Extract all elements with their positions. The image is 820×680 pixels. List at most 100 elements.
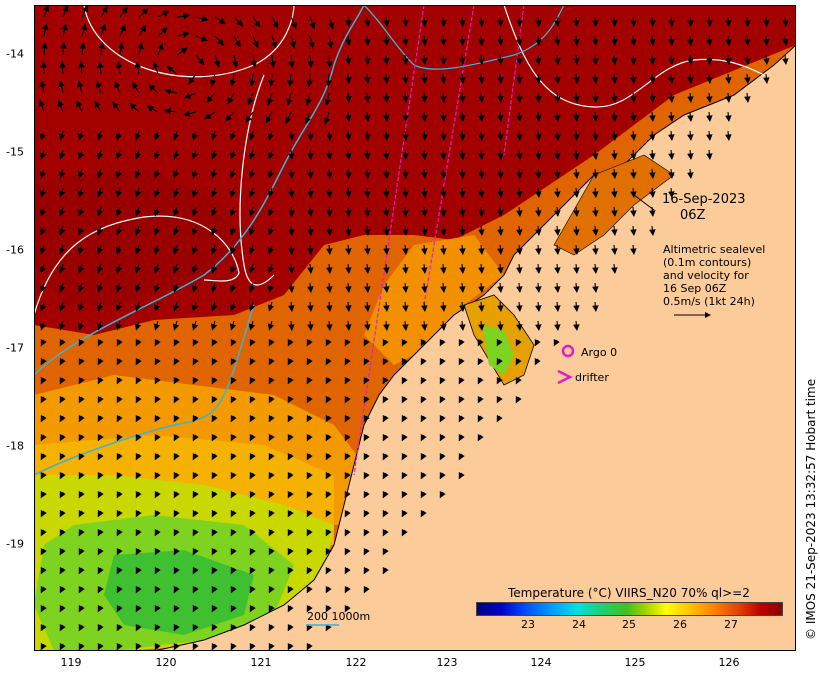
- velocity-arrow: [592, 282, 599, 294]
- velocity-arrow: [97, 338, 104, 347]
- velocity-arrow: [211, 452, 218, 461]
- x-tick-label: 120: [155, 656, 177, 669]
- velocity-arrow: [344, 509, 351, 518]
- velocity-arrow: [248, 301, 256, 312]
- velocity-arrow: [477, 433, 484, 442]
- velocity-arrow: [135, 376, 142, 385]
- velocity-arrow: [266, 92, 274, 106]
- velocity-arrow: [267, 301, 275, 312]
- velocity-arrow: [248, 149, 256, 160]
- velocity-arrow: [535, 263, 542, 275]
- velocity-arrow: [97, 623, 104, 632]
- altimetry-line: 16 Sep 06Z: [663, 282, 727, 295]
- velocity-arrow: [744, 73, 751, 85]
- velocity-arrow: [458, 376, 465, 385]
- velocity-arrow: [420, 509, 427, 518]
- velocity-arrow: [516, 92, 523, 104]
- velocity-arrow: [210, 244, 218, 255]
- velocity-arrow: [95, 80, 103, 94]
- colorbar-title: Temperature (°C) VIIRS_N20 70% ql>=2: [508, 586, 750, 600]
- velocity-arrow: [271, 16, 279, 29]
- velocity-arrow: [230, 338, 237, 347]
- velocity-arrow: [249, 490, 256, 499]
- velocity-arrow: [535, 73, 542, 85]
- velocity-arrow: [345, 73, 352, 85]
- velocity-arrow: [345, 244, 352, 256]
- velocity-arrow: [478, 187, 485, 199]
- velocity-arrow: [364, 206, 371, 218]
- altimetry-line: (0.1m contours): [663, 256, 752, 269]
- velocity-arrow: [516, 73, 523, 85]
- velocity-arrow: [229, 168, 237, 179]
- velocity-arrow: [40, 395, 47, 404]
- velocity-arrow: [211, 357, 218, 366]
- velocity-arrow: [325, 73, 332, 88]
- x-tick-label: 126: [718, 656, 740, 669]
- velocity-arrow: [96, 301, 104, 312]
- velocity-arrow: [192, 452, 199, 461]
- velocity-arrow: [38, 99, 46, 113]
- velocity-arrow: [535, 35, 542, 47]
- velocity-arrow: [191, 244, 199, 255]
- velocity-arrow: [630, 92, 637, 104]
- velocity-arrow: [573, 54, 580, 66]
- velocity-arrow: [402, 263, 409, 275]
- velocity-arrow: [134, 282, 142, 293]
- velocity-arrow: [153, 168, 161, 179]
- velocity-arrow: [611, 35, 618, 47]
- velocity-arrow: [630, 168, 637, 180]
- x-tick-label: 122: [345, 656, 367, 669]
- velocity-arrow: [554, 54, 561, 66]
- velocity-arrow: [135, 509, 142, 518]
- velocity-arrow: [439, 338, 446, 347]
- velocity-arrow: [363, 585, 370, 594]
- velocity-arrow: [363, 547, 370, 556]
- velocity-arrow: [326, 149, 333, 161]
- velocity-arrow: [535, 54, 542, 66]
- velocity-arrow: [534, 357, 541, 366]
- velocity-arrow: [630, 111, 637, 123]
- velocity-arrow: [497, 206, 504, 218]
- velocity-arrow: [137, 42, 144, 56]
- velocity-arrow: [268, 566, 275, 575]
- velocity-arrow: [344, 547, 351, 556]
- velocity-arrow: [229, 320, 237, 331]
- velocity-arrow: [154, 452, 161, 461]
- velocity-arrow: [249, 452, 256, 461]
- velocity-arrow: [706, 35, 713, 47]
- velocity-arrow: [497, 168, 504, 180]
- velocity-arrow: [232, 54, 239, 68]
- velocity-arrow: [687, 92, 694, 104]
- velocity-arrow: [554, 225, 561, 237]
- velocity-arrow: [668, 168, 675, 180]
- velocity-arrow: [58, 168, 66, 179]
- velocity-arrow: [744, 16, 751, 28]
- velocity-arrow: [306, 376, 313, 385]
- velocity-arrow: [288, 301, 295, 313]
- velocity-arrow: [153, 187, 161, 198]
- velocity-arrow: [401, 471, 408, 480]
- velocity-arrow: [516, 225, 523, 237]
- velocity-arrow: [440, 320, 447, 332]
- velocity-arrow: [763, 73, 770, 85]
- velocity-arrow: [249, 376, 256, 385]
- sst-map: [34, 5, 796, 651]
- velocity-arrow: [230, 623, 237, 632]
- velocity-arrow: [309, 16, 316, 30]
- velocity-arrow: [192, 528, 199, 537]
- velocity-arrow: [39, 149, 47, 160]
- velocity-arrow: [363, 490, 370, 499]
- velocity-arrow: [58, 80, 65, 94]
- velocity-arrow: [134, 187, 142, 198]
- velocity-arrow: [191, 130, 199, 141]
- velocity-arrow: [173, 376, 180, 385]
- velocity-arrow: [211, 338, 218, 347]
- velocity-arrow: [176, 12, 190, 20]
- velocity-arrow: [630, 130, 637, 142]
- velocity-arrow: [210, 149, 218, 160]
- velocity-arrow: [268, 376, 275, 385]
- velocity-arrow: [78, 528, 85, 537]
- velocity-arrow: [439, 490, 446, 499]
- colorbar-tick-label: 23: [521, 618, 535, 631]
- velocity-arrow: [116, 471, 123, 480]
